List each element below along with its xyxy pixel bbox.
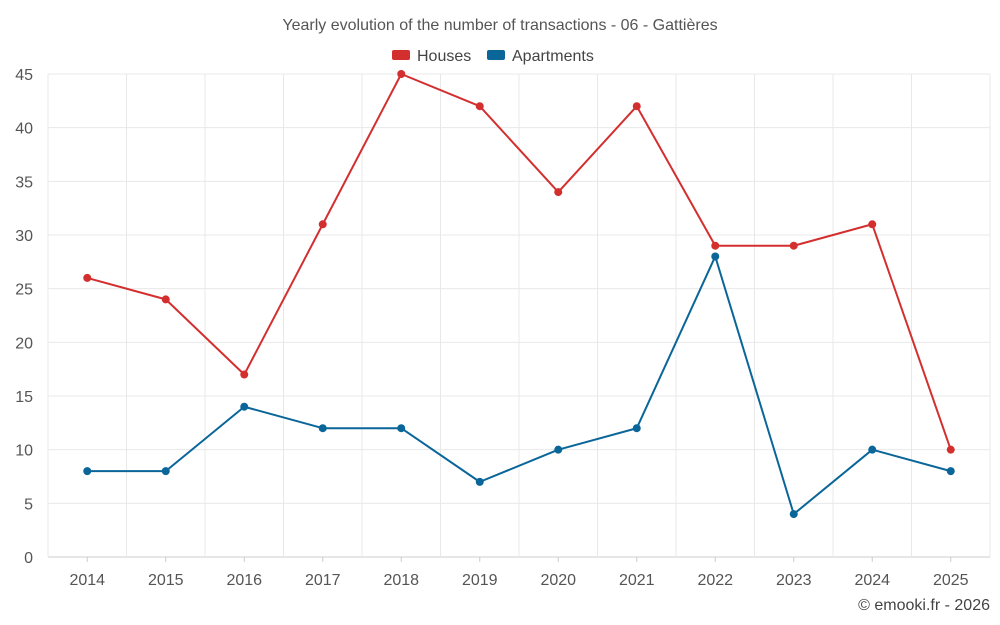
data-point-houses-2016[interactable] bbox=[240, 370, 249, 379]
legend: Houses Apartments bbox=[392, 48, 594, 65]
x-tick-label: 2022 bbox=[697, 572, 733, 589]
data-point-apartments-2021[interactable] bbox=[632, 424, 641, 433]
x-tick-label: 2017 bbox=[305, 572, 341, 589]
data-point-houses-2015[interactable] bbox=[161, 295, 170, 304]
y-tick-label: 5 bbox=[24, 496, 33, 513]
data-point-apartments-2022[interactable] bbox=[711, 252, 720, 261]
data-point-houses-2021[interactable] bbox=[632, 102, 641, 111]
x-tick-label: 2025 bbox=[933, 572, 969, 589]
x-axis-ticks: 2014 2015 2016 2017 2018 2019 2020 2021 2022 2023… bbox=[69, 557, 969, 589]
data-point-houses-2020[interactable] bbox=[554, 188, 563, 197]
data-point-houses-2019[interactable] bbox=[475, 102, 484, 111]
data-point-apartments-2017[interactable] bbox=[318, 424, 327, 433]
legend-swatch-apartments bbox=[487, 50, 505, 60]
series-line-houses[interactable] bbox=[86, 73, 952, 450]
data-point-houses-2017[interactable] bbox=[318, 220, 327, 229]
data-point-houses-2025[interactable] bbox=[946, 445, 955, 454]
x-tick-label: 2016 bbox=[226, 572, 262, 589]
data-point-houses-2024[interactable] bbox=[868, 220, 877, 229]
data-point-apartments-2023[interactable] bbox=[789, 510, 798, 519]
data-point-houses-2014[interactable] bbox=[83, 273, 92, 282]
data-point-houses-2022[interactable] bbox=[711, 241, 720, 250]
y-tick-label: 0 bbox=[24, 550, 33, 567]
y-tick-label: 30 bbox=[15, 228, 33, 245]
data-point-apartments-2015[interactable] bbox=[161, 467, 170, 476]
y-tick-label: 15 bbox=[15, 389, 33, 406]
x-tick-label: 2019 bbox=[462, 572, 498, 589]
x-tick-label: 2023 bbox=[776, 572, 812, 589]
series-line-apartments[interactable] bbox=[87, 255, 952, 516]
legend-label-apartments[interactable]: Apartments bbox=[512, 48, 594, 65]
x-tick-label: 2014 bbox=[69, 572, 105, 589]
y-tick-label: 10 bbox=[15, 443, 33, 460]
data-point-apartments-2020[interactable] bbox=[554, 445, 563, 454]
gridlines bbox=[47, 73, 991, 558]
data-point-houses-2023[interactable] bbox=[789, 241, 798, 250]
x-tick-label: 2021 bbox=[619, 572, 655, 589]
y-tick-label: 20 bbox=[15, 335, 33, 352]
y-tick-label: 45 bbox=[15, 67, 33, 84]
y-tick-label: 35 bbox=[15, 174, 33, 191]
data-point-apartments-2019[interactable] bbox=[475, 477, 484, 486]
series-group bbox=[83, 70, 955, 519]
data-point-apartments-2018[interactable] bbox=[397, 424, 406, 433]
x-tick-label: 2018 bbox=[383, 572, 419, 589]
credit-text: © emooki.fr - 2026 bbox=[858, 597, 990, 614]
data-point-apartments-2024[interactable] bbox=[868, 445, 877, 454]
x-tick-label: 2024 bbox=[854, 572, 890, 589]
x-tick-label: 2015 bbox=[148, 572, 184, 589]
x-tick-label: 2020 bbox=[540, 572, 576, 589]
y-tick-label: 25 bbox=[15, 282, 33, 299]
legend-swatch-houses bbox=[392, 50, 410, 60]
y-tick-label: 40 bbox=[15, 121, 33, 138]
chart-title: Yearly evolution of the number of transa… bbox=[282, 17, 717, 34]
data-point-apartments-2016[interactable] bbox=[240, 402, 249, 411]
data-point-apartments-2025[interactable] bbox=[946, 467, 955, 476]
data-point-houses-2018[interactable] bbox=[397, 70, 406, 78]
y-axis-ticks: 0 5 10 15 20 25 30 35 40 45 bbox=[15, 67, 33, 567]
data-point-apartments-2014[interactable] bbox=[83, 467, 92, 476]
legend-label-houses[interactable]: Houses bbox=[417, 48, 471, 65]
